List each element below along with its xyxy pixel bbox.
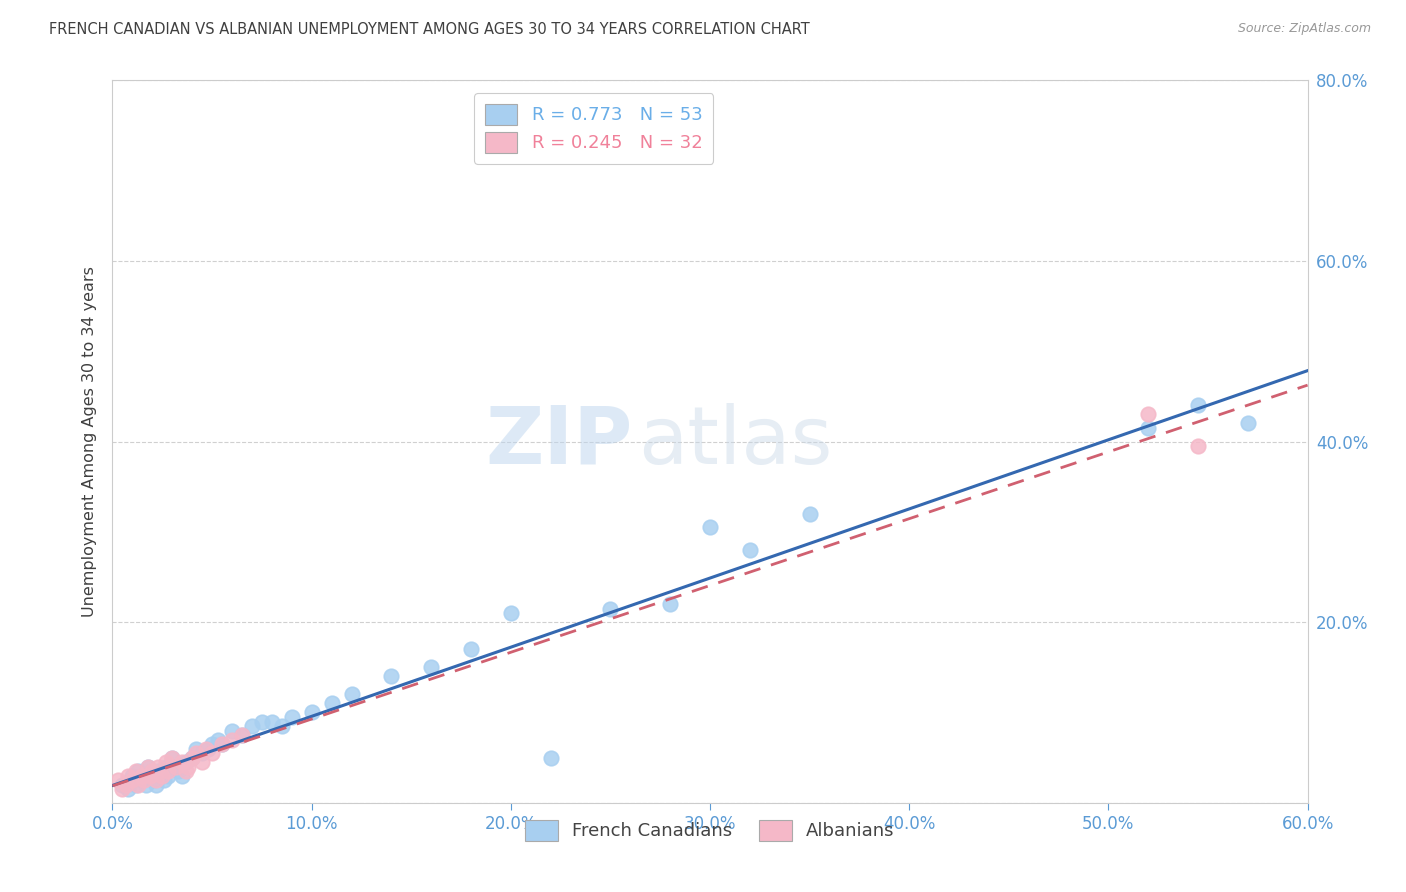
Point [121,769,143,783]
Point [127,764,149,779]
Point [231,728,253,742]
Point [111,782,134,797]
Point [125,764,148,779]
Point [420,660,443,674]
Point [127,778,149,792]
Point [174,755,197,769]
Point [174,764,197,779]
Point [172,769,194,783]
Point [107,773,129,788]
Point [659,597,682,611]
Point [799,507,821,521]
Point [134,769,156,783]
Point [195,741,218,756]
Point [181,750,204,764]
Point [131,773,153,788]
Point [131,769,153,783]
Point [197,741,219,756]
Point [1187,439,1209,453]
Point [221,723,243,738]
Legend: French Canadians, Albanians: French Canadians, Albanians [517,813,903,848]
Point [177,760,200,774]
Point [240,719,263,733]
Point [134,773,156,788]
Point [135,778,157,792]
Text: atlas: atlas [638,402,832,481]
Point [111,778,134,792]
Point [260,714,283,729]
Point [155,755,177,769]
Point [211,737,233,751]
Point [165,760,187,774]
Point [301,706,323,720]
Point [138,760,160,774]
Point [181,750,204,764]
Point [162,750,183,764]
Point [1187,398,1209,412]
Point [599,601,621,615]
Point [148,760,170,774]
Point [172,755,194,769]
Text: ZIP: ZIP [485,402,633,481]
Point [340,687,363,701]
Point [157,769,180,783]
Point [1237,417,1260,431]
Point [186,746,208,760]
Point [201,737,224,751]
Point [139,769,162,783]
Point [211,737,233,751]
Point [162,750,183,764]
Point [155,760,177,774]
Point [201,746,224,760]
Point [281,710,304,724]
Point [221,732,243,747]
Point [117,782,139,797]
Point [125,778,148,792]
Point [540,750,562,764]
Point [250,714,273,729]
Point [157,764,180,779]
Point [738,542,761,557]
Point [167,764,190,779]
Point [380,669,402,683]
Point [1137,408,1160,422]
Point [153,773,176,788]
Point [207,732,229,747]
Point [141,764,163,779]
Point [499,606,522,620]
Point [150,769,173,783]
Point [699,520,721,534]
Point [115,778,138,792]
Point [270,719,292,733]
Point [163,760,186,774]
Point [145,773,167,788]
Point [186,741,208,756]
Y-axis label: Unemployment Among Ages 30 to 34 years: Unemployment Among Ages 30 to 34 years [82,266,97,617]
Point [121,773,143,788]
Point [148,764,170,779]
Point [141,769,163,783]
Point [1137,421,1160,435]
Point [191,755,214,769]
Point [150,769,173,783]
Point [231,728,253,742]
Point [117,769,139,783]
Point [191,746,214,760]
Point [321,697,343,711]
Text: Source: ZipAtlas.com: Source: ZipAtlas.com [1237,22,1371,36]
Point [145,778,167,792]
Point [460,642,482,657]
Point [143,773,166,788]
Point [138,760,160,774]
Point [121,773,143,788]
Text: FRENCH CANADIAN VS ALBANIAN UNEMPLOYMENT AMONG AGES 30 TO 34 YEARS CORRELATION C: FRENCH CANADIAN VS ALBANIAN UNEMPLOYMENT… [49,22,810,37]
